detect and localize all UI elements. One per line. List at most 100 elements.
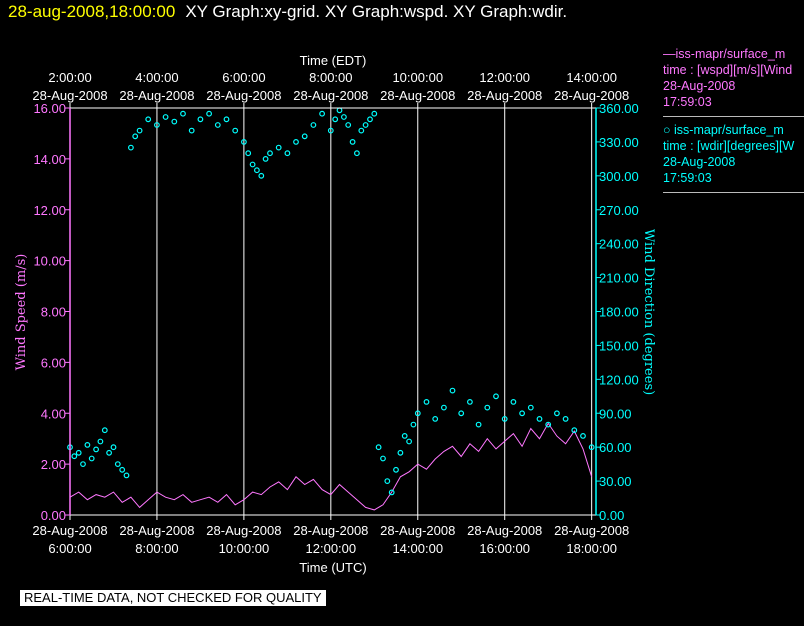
top-tick-date: 28-Aug-2008 xyxy=(554,88,629,103)
bottom-tick-time: 8:00:00 xyxy=(135,541,178,556)
wind-direction-point xyxy=(232,127,239,134)
wind-direction-point xyxy=(267,150,273,157)
right-tick-label: 0.00 xyxy=(599,508,624,523)
wind-direction-point xyxy=(258,172,265,179)
top-tick-time: 12:00:00 xyxy=(479,70,530,85)
left-tick-label: 16.00 xyxy=(33,101,66,116)
wind-direction-point xyxy=(206,110,213,117)
graph-header: 28-aug-2008,18:00:00 XY Graph:xy-grid. XY… xyxy=(8,0,567,24)
wind-direction-point xyxy=(519,410,525,417)
legend-divider xyxy=(663,192,804,193)
wind-direction-point xyxy=(432,416,439,422)
wind-chart: 28-Aug-2008 6:00:00 28-Aug-2008 8:00:00 28-A… xyxy=(14,53,656,575)
bottom-tick-time: 10:00:00 xyxy=(219,541,270,556)
right-tick-label: 300.00 xyxy=(599,169,639,184)
legend-direction-variable: time : [wdir][degrees][W xyxy=(663,139,795,153)
bottom-tick-date: 28-Aug-2008 xyxy=(119,523,194,538)
wind-direction-point xyxy=(441,404,447,411)
right-tick-label: 120.00 xyxy=(599,372,639,387)
legend-direction-date: 28-Aug-2008 xyxy=(663,155,736,169)
wind-direction-point xyxy=(249,161,256,168)
top-tick-time: 10:00:00 xyxy=(392,70,443,85)
right-tick-label: 180.00 xyxy=(599,305,639,320)
wind-direction-point xyxy=(97,438,104,445)
wind-direction-point xyxy=(310,122,317,128)
top-tick-date: 28-Aug-2008 xyxy=(467,88,542,103)
wind-direction-point xyxy=(527,404,534,411)
bottom-tick-date: 28-Aug-2008 xyxy=(206,523,281,538)
top-tick-date: 28-Aug-2008 xyxy=(206,88,281,103)
wind-direction-point xyxy=(75,449,82,456)
wind-direction-point xyxy=(301,133,308,140)
wind-direction-point xyxy=(371,110,378,117)
bottom-tick-date: 28-Aug-2008 xyxy=(32,523,107,538)
wind-direction-point xyxy=(571,427,578,434)
wind-direction-point xyxy=(332,116,339,123)
legend-direction-source: ○ iss-mapr/surface_m xyxy=(663,123,784,137)
wind-direction-point xyxy=(545,421,552,428)
wind-direction-point xyxy=(349,138,356,145)
wind-direction-point xyxy=(197,116,204,123)
wind-direction-point xyxy=(475,421,482,428)
wind-direction-point xyxy=(397,449,404,456)
bottom-tick-date: 28-Aug-2008 xyxy=(467,523,542,538)
wind-direction-point xyxy=(293,138,299,145)
top-tick-time: 4:00:00 xyxy=(135,70,178,85)
wind-direction-point xyxy=(319,110,326,117)
legend-speed-time: 17:59:03 xyxy=(663,95,712,109)
wind-direction-point xyxy=(501,416,508,422)
wind-direction-point xyxy=(362,122,369,128)
wind-direction-point xyxy=(380,455,386,462)
wind-direction-point xyxy=(367,116,373,123)
wind-direction-point xyxy=(284,150,291,157)
wind-direction-point xyxy=(110,444,117,451)
wind-direction-point xyxy=(554,410,560,417)
wind-direction-point xyxy=(145,116,152,123)
wind-direction-point xyxy=(341,114,347,120)
top-tick-time: 6:00:00 xyxy=(222,70,265,85)
wind-direction-point xyxy=(127,144,134,151)
legend-speed-date: 28-Aug-2008 xyxy=(663,79,736,93)
right-tick-label: 90.00 xyxy=(599,406,632,421)
wind-direction-point xyxy=(406,438,413,445)
legend-speed-variable: time : [wspd][m/s][Wind xyxy=(663,63,793,77)
wind-direction-point xyxy=(88,455,95,462)
wind-direction-point xyxy=(162,114,169,120)
wind-direction-point xyxy=(153,122,160,128)
right-tick-label: 360.00 xyxy=(599,101,639,116)
wind-direction-point xyxy=(358,127,365,134)
wind-direction-point xyxy=(493,393,499,400)
right-tick-label: 270.00 xyxy=(599,203,639,218)
top-tick-time: 2:00:00 xyxy=(48,70,91,85)
wind-direction-point xyxy=(345,122,352,128)
wind-direction-point xyxy=(327,127,334,134)
wind-direction-point xyxy=(458,410,465,417)
bottom-tick-date: 28-Aug-2008 xyxy=(293,523,368,538)
bottom-tick-date: 28-Aug-2008 xyxy=(554,523,629,538)
bottom-tick-time: 6:00:00 xyxy=(48,541,91,556)
wind-direction-point xyxy=(562,416,569,422)
wind-direction-point xyxy=(262,155,269,162)
right-tick-label: 240.00 xyxy=(599,237,639,252)
wind-direction-point xyxy=(275,144,282,151)
top-axis-label: Time (EDT) xyxy=(300,53,367,68)
right-tick-label: 150.00 xyxy=(599,338,639,353)
wind-direction-point xyxy=(354,150,360,157)
wind-direction-point xyxy=(245,150,252,157)
wind-direction-point xyxy=(71,453,78,460)
top-tick-date: 28-Aug-2008 xyxy=(32,88,107,103)
right-axis-label: Wind Direction (degrees) xyxy=(641,229,656,395)
plot-area xyxy=(70,108,596,515)
wind-direction-point xyxy=(132,133,139,140)
left-tick-label: 8.00 xyxy=(41,305,66,320)
right-tick-label: 330.00 xyxy=(599,135,639,150)
wind-direction-point xyxy=(401,433,408,439)
wind-direction-point xyxy=(119,466,126,473)
wind-direction-point xyxy=(375,444,382,451)
wind-direction-point xyxy=(580,433,586,439)
left-tick-label: 14.00 xyxy=(33,152,66,167)
wind-direction-point xyxy=(536,416,543,422)
wind-direction-point xyxy=(180,110,186,117)
wind-direction-point xyxy=(410,421,417,428)
wind-direction-point xyxy=(84,442,91,448)
